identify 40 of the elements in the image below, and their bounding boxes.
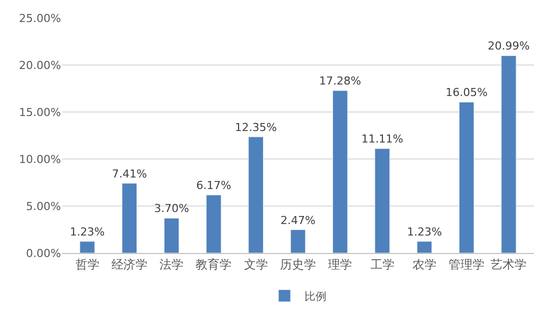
data-label: 7.41% <box>112 167 147 180</box>
bar <box>290 230 306 253</box>
bar <box>501 55 516 253</box>
x-tick-label: 管理学 <box>448 257 485 272</box>
bar <box>248 136 264 253</box>
bar <box>332 90 348 253</box>
x-tick-label: 法学 <box>160 257 184 272</box>
x-tick-label: 教育学 <box>196 257 232 272</box>
data-label: 6.17% <box>196 179 232 192</box>
x-tick-label: 艺术学 <box>490 257 527 272</box>
data-label: 2.47% <box>280 214 316 227</box>
data-label: 3.70% <box>154 202 190 216</box>
data-label: 17.28% <box>319 74 362 88</box>
data-label: 16.05% <box>446 86 488 100</box>
x-tick-label: 历史学 <box>280 257 316 272</box>
x-tick-label: 哲学 <box>75 257 100 272</box>
data-label: 20.99% <box>488 40 530 53</box>
legend-label: 比例 <box>304 290 326 303</box>
bar <box>374 148 390 253</box>
bar <box>122 183 138 253</box>
y-tick-label: 20.00% <box>19 58 61 72</box>
y-tick-label: 15.00% <box>19 106 61 119</box>
bar <box>80 241 95 253</box>
x-tick-label: 农学 <box>412 257 436 272</box>
x-tick-label: 文学 <box>244 257 268 272</box>
bar <box>206 194 222 253</box>
x-tick-label: 工学 <box>370 257 394 272</box>
bar <box>416 241 432 253</box>
y-tick-label: 5.00% <box>26 200 61 213</box>
bar <box>164 218 180 253</box>
y-tick-label: 0.00% <box>26 246 61 260</box>
y-tick-label: 25.00% <box>19 12 61 25</box>
bar <box>458 102 474 253</box>
data-label: 12.35% <box>234 120 277 134</box>
y-tick-label: 10.00% <box>19 152 61 166</box>
data-label: 1.23% <box>406 225 442 238</box>
x-tick-label: 理学 <box>328 257 352 272</box>
data-label: 1.23% <box>70 225 105 238</box>
x-tick-label: 经济学 <box>111 257 148 272</box>
data-label: 11.11% <box>361 132 404 146</box>
